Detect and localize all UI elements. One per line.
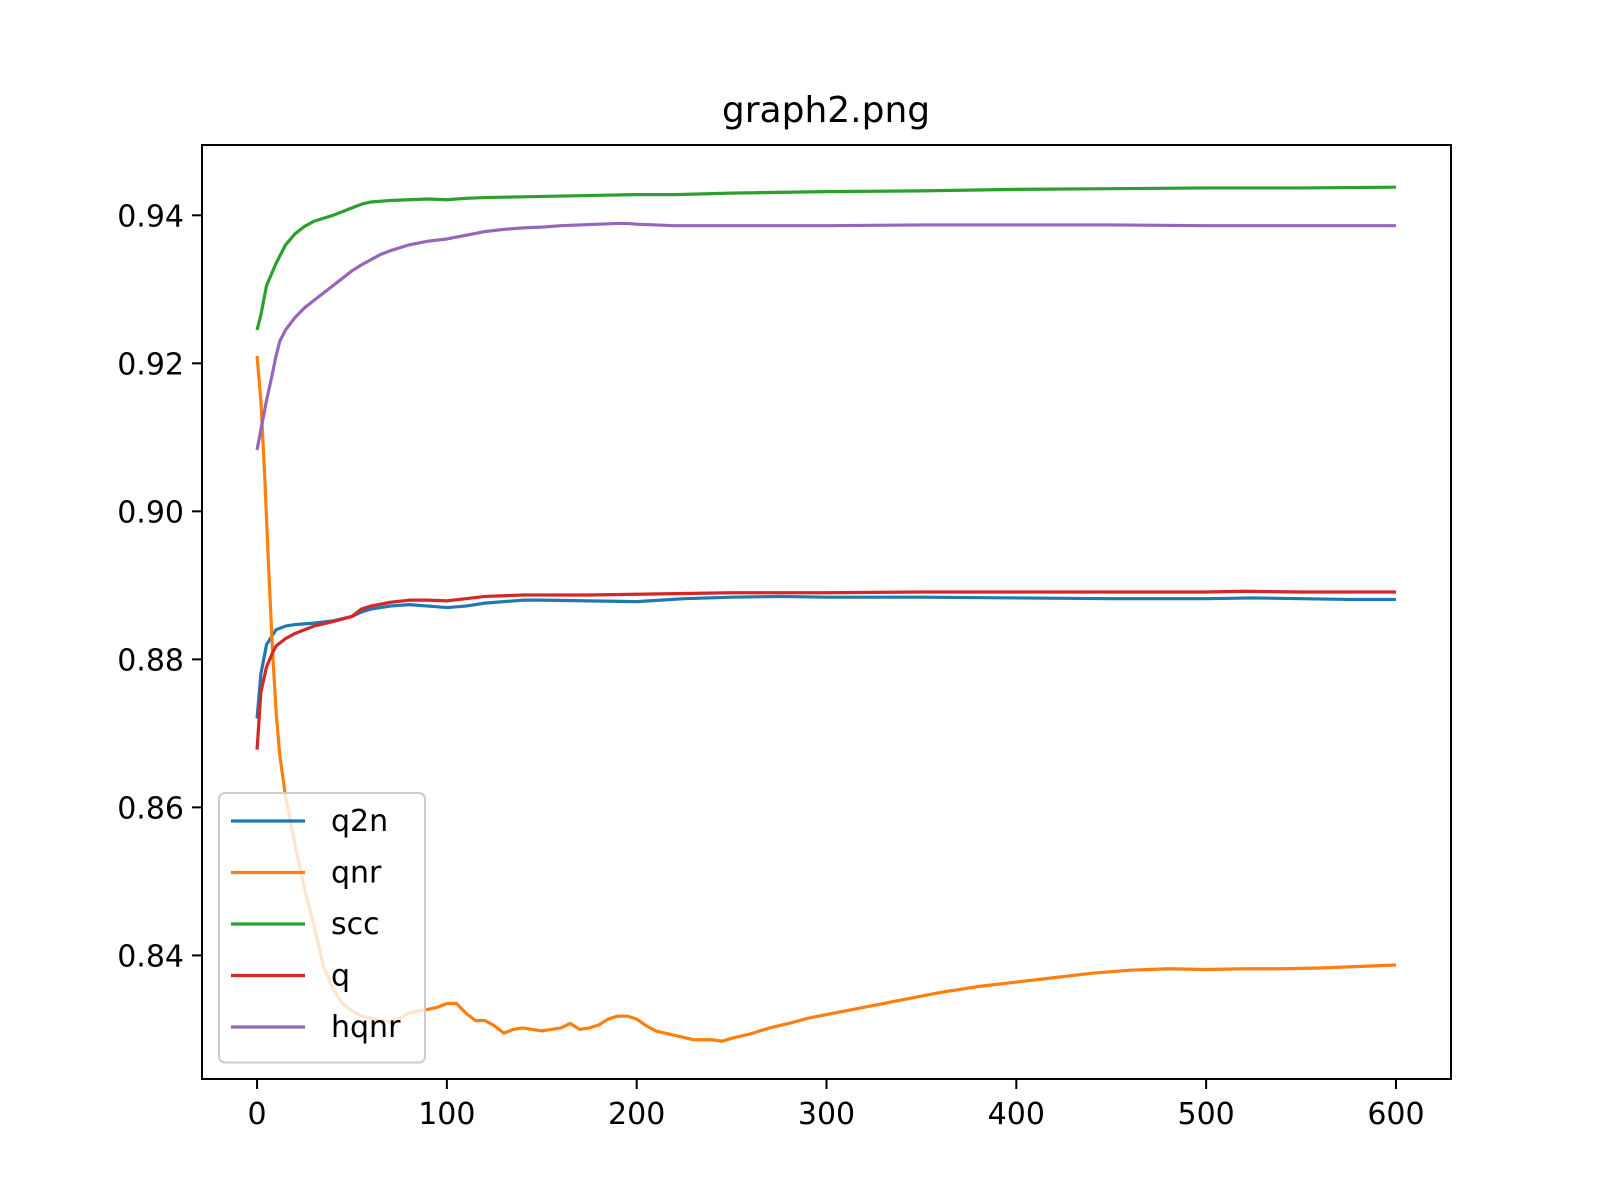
x-tick-label: 500 <box>1178 1097 1235 1132</box>
x-tick-label: 600 <box>1367 1097 1424 1132</box>
y-tick-label: 0.90 <box>117 495 184 530</box>
x-tick-label: 300 <box>798 1097 855 1132</box>
legend-label-q: q <box>331 959 350 994</box>
y-tick-label: 0.94 <box>117 199 184 234</box>
x-tick-label: 200 <box>608 1097 665 1132</box>
y-tick-label: 0.88 <box>117 643 184 678</box>
y-axis-ticks: 0.84 0.86 0.88 0.90 0.92 0.94 <box>117 199 202 974</box>
x-tick-label: 0 <box>248 1097 267 1132</box>
legend-label-q2n: q2n <box>331 804 388 839</box>
series-line-scc <box>255 185 1396 331</box>
y-tick-label: 0.92 <box>117 347 184 382</box>
x-tick-label: 400 <box>988 1097 1045 1132</box>
series-line-hqnr <box>255 221 1396 451</box>
x-tick-label: 100 <box>418 1097 475 1132</box>
legend-label-qnr: qnr <box>331 856 382 891</box>
y-tick-label: 0.84 <box>117 939 184 974</box>
y-tick-label: 0.86 <box>117 791 184 826</box>
legend-label-hqnr: hqnr <box>331 1010 401 1045</box>
x-axis-ticks: 0 100 200 300 400 500 600 <box>248 1079 1425 1132</box>
series-line-q <box>255 589 1396 750</box>
legend-label-scc: scc <box>331 907 380 942</box>
legend: q2n qnr scc q hqnr <box>218 792 426 1064</box>
series-line-q2n <box>255 594 1396 719</box>
chart-title: graph2.png <box>722 90 930 131</box>
legend-box <box>218 792 426 1064</box>
